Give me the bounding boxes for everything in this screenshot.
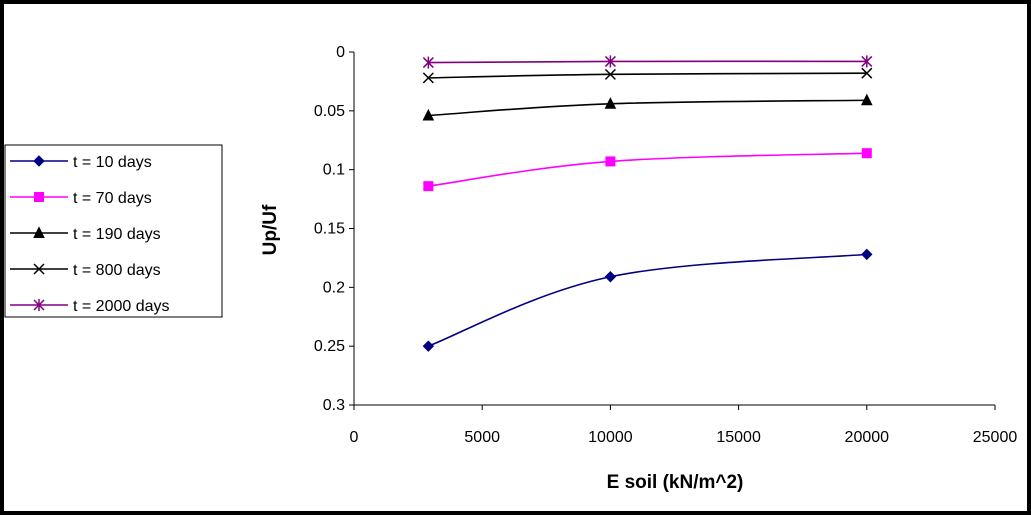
legend-label: t = 10 days <box>73 154 152 171</box>
x-axis-title: E soil (kN/m^2) <box>607 472 744 493</box>
data-point-shape <box>861 148 872 159</box>
x-tick-label: 5000 <box>464 429 500 446</box>
data-point-stroke <box>861 67 873 79</box>
y-tick-label: 0 <box>336 44 345 61</box>
data-point <box>423 181 434 192</box>
data-point <box>604 55 616 68</box>
legend-item: t = 190 days <box>10 226 161 243</box>
data-point-shape <box>422 108 435 121</box>
data-point <box>422 340 435 352</box>
legend-label: t = 70 days <box>73 190 152 207</box>
data-point <box>604 97 617 109</box>
y-axis: 0 0.05 0.1 0.15 0.2 0.25 0.3 <box>314 44 355 414</box>
data-point <box>604 271 617 283</box>
legend-marker <box>34 192 44 202</box>
data-point-shape <box>605 156 616 167</box>
series-5 <box>422 55 873 69</box>
legend-item: t = 70 days <box>10 190 152 207</box>
series-3 <box>422 93 873 121</box>
y-tick-label: 0.25 <box>314 338 345 355</box>
data-point <box>604 68 616 80</box>
x-tick-label: 25000 <box>973 429 1018 446</box>
legend-item: t = 10 days <box>10 154 152 171</box>
y-tick-label: 0.1 <box>323 162 345 179</box>
x-tick-label: 15000 <box>716 429 761 446</box>
data-point-shape <box>861 248 873 261</box>
legend-marker <box>33 155 45 167</box>
legend-marker-shape <box>33 226 45 238</box>
y-tick-label: 0.3 <box>323 397 345 414</box>
legend-label: t = 800 days <box>73 262 161 279</box>
legend-item: t = 800 days <box>10 262 161 279</box>
x-tick-label: 0 <box>350 429 359 446</box>
series-line <box>428 60 867 64</box>
series-4 <box>422 67 873 84</box>
legend-label: t = 190 days <box>73 226 161 243</box>
legend-item: t = 2000 days <box>10 298 170 315</box>
series-1 <box>422 248 873 352</box>
data-point <box>861 148 872 159</box>
data-point-shape <box>422 340 435 352</box>
legend-items: t = 10 days t = 70 days t = 190 days t = 80… <box>10 154 170 315</box>
data-point-shape <box>604 97 617 109</box>
legend-marker-stroke <box>33 263 45 275</box>
x-tick-label: 20000 <box>845 429 890 446</box>
y-axis-title: Up/Uf <box>260 204 281 255</box>
data-point <box>861 248 873 261</box>
x-tick-label: 10000 <box>588 429 633 446</box>
series-2 <box>423 148 872 192</box>
data-point-shape <box>604 271 617 283</box>
legend-marker <box>33 263 45 275</box>
legend-marker-shape <box>33 155 45 167</box>
legend-marker <box>33 299 45 311</box>
chart-svg: 0 0.05 0.1 0.15 0.2 0.25 0.3 0 5000 10000 15000 20… <box>4 44 1018 493</box>
y-tick-label: 0.05 <box>314 103 345 120</box>
data-point <box>422 108 435 121</box>
legend-marker <box>33 226 45 238</box>
data-point <box>422 72 434 84</box>
legend-label: t = 2000 days <box>73 298 170 315</box>
legend: t = 10 days t = 70 days t = 190 days t = 80… <box>4 144 223 318</box>
data-point <box>861 55 873 68</box>
plot-area <box>354 52 995 405</box>
data-point-shape <box>860 93 873 106</box>
legend-marker-shape <box>34 192 44 202</box>
data-point <box>860 93 873 106</box>
x-axis: 0 5000 10000 15000 20000 25000 <box>350 404 1018 446</box>
series-line <box>428 72 867 79</box>
data-point <box>605 156 616 167</box>
series-line <box>428 152 867 187</box>
data-point <box>422 56 434 69</box>
data-point <box>861 67 873 79</box>
data-point-stroke <box>422 72 434 84</box>
y-tick-label: 0.2 <box>323 279 345 296</box>
series-layer <box>422 55 873 352</box>
data-point-stroke <box>604 68 616 80</box>
data-point-shape <box>423 181 434 192</box>
series-line <box>428 99 867 117</box>
y-tick-label: 0.15 <box>314 221 345 238</box>
